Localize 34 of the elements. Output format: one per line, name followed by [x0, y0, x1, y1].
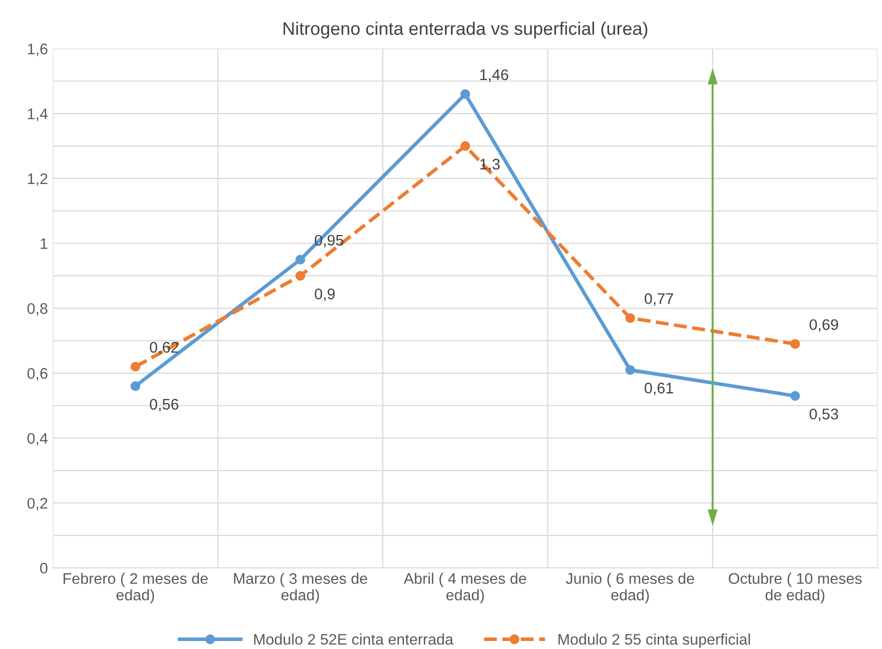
data-label: 1,46: [480, 69, 508, 82]
data-label: 0,77: [644, 293, 674, 306]
data-label: 0,56: [150, 398, 178, 412]
legend-label: Modulo 2 52E cinta enterrada: [254, 634, 454, 645]
data-label: 0,61: [644, 382, 674, 396]
point: [295, 270, 306, 281]
point: [625, 313, 636, 323]
x-tick-label: Abril ( 4 meses de edad): [404, 572, 526, 604]
y-tick-label: 0,6: [27, 368, 48, 381]
data-label: 0,69: [810, 319, 838, 332]
point: [130, 381, 140, 392]
y-tick-label: 0: [40, 562, 48, 574]
chart-title: Nitrogeno cinta enterrada vs superficial (urea): [284, 22, 648, 39]
y-tick-label: 0,8: [27, 303, 48, 316]
point: [625, 365, 636, 375]
y-tick-label: 0,2: [27, 498, 48, 510]
y-tick-label: 1,2: [28, 173, 48, 186]
y-tick-label: 1,4: [28, 108, 48, 122]
data-label: 0,9: [314, 288, 335, 302]
point: [460, 89, 470, 99]
point: [790, 339, 800, 349]
x-tick-label: Febrero ( 2 meses de edad): [64, 572, 208, 604]
legend-label: Modulo 2 55 cinta superficial: [558, 634, 750, 648]
y-tick-label: 1,6: [28, 44, 48, 56]
point: [130, 362, 140, 372]
x-tick-label: Octubre ( 10 meses de edad): [728, 572, 862, 604]
x-tick-label: Junio ( 6 meses de edad): [566, 572, 694, 604]
y-tick-label: 0,4: [27, 432, 48, 446]
data-label: 0,53: [810, 408, 838, 422]
x-tick-label: Marzo ( 3 meses de edad): [234, 572, 368, 604]
point: [790, 391, 800, 401]
y-tick-label: 1: [40, 238, 48, 249]
point: [460, 141, 470, 151]
point: [295, 254, 306, 264]
